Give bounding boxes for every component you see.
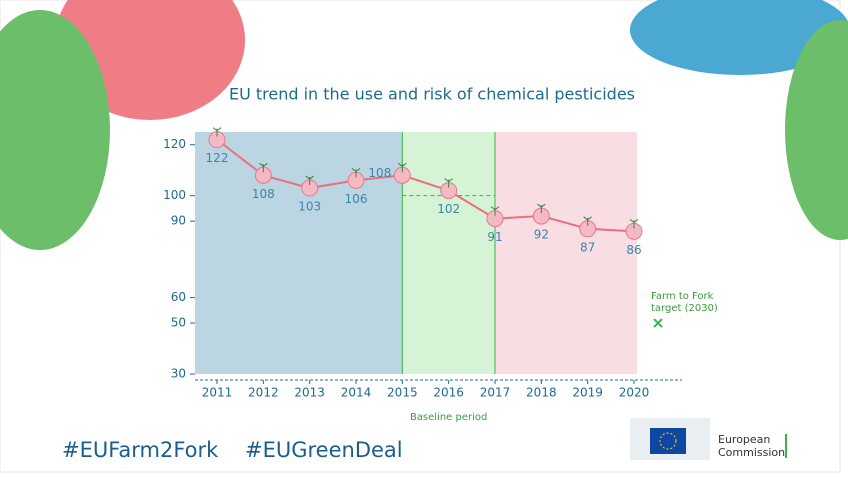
y-tick-label: 30 [171, 367, 186, 381]
sprout [537, 203, 546, 214]
y-tick-label: 90 [171, 214, 186, 228]
y-tick-label: 60 [171, 290, 186, 304]
x-tick-label: 2018 [526, 386, 557, 400]
x-tick-label: 2017 [480, 386, 511, 400]
hashtag: #EUFarm2Fork [62, 438, 219, 462]
sprout [629, 218, 639, 229]
sprout [583, 216, 592, 226]
eu-flag [650, 428, 686, 454]
y-tick-label: 120 [163, 137, 186, 151]
y-tick-label: 50 [171, 316, 186, 330]
x-tick-label: 2013 [294, 386, 325, 400]
period-after [495, 132, 637, 374]
period-before [195, 132, 403, 374]
value-label: 87 [580, 240, 595, 254]
x-tick-label: 2020 [619, 386, 650, 400]
sprout [212, 127, 222, 137]
leaf [0, 10, 110, 250]
x-tick-label: 2012 [248, 386, 279, 400]
sprout [398, 162, 407, 173]
x-tick-label: 2015 [387, 386, 418, 400]
target-label: Farm to Fork target (2030) [651, 291, 718, 314]
leaf [785, 20, 848, 240]
leaf [630, 0, 848, 75]
value-label: 122 [206, 151, 229, 165]
value-label: 92 [534, 228, 549, 242]
value-label: 108 [252, 187, 275, 201]
baseline-label: Baseline period [410, 412, 487, 423]
x-tick-label: 2014 [341, 386, 372, 400]
x-tick-label: 2019 [572, 386, 603, 400]
baseline-period [402, 132, 495, 374]
y-tick-label: 100 [163, 188, 186, 202]
x-tick-label: 2011 [202, 386, 233, 400]
x-tick-label: 2016 [433, 386, 464, 400]
sprout [259, 162, 268, 173]
value-label: 86 [626, 243, 641, 257]
trend-line [216, 138, 635, 233]
sprout [305, 175, 314, 186]
value-label: 103 [298, 200, 321, 214]
chart-title: EU trend in the use and risk of chemical… [229, 85, 635, 104]
sprout [490, 206, 500, 216]
hashtag: #EUGreenDeal [245, 438, 403, 462]
logo-text: European Commission [718, 433, 786, 459]
eu-stars [659, 432, 677, 450]
value-label: 102 [437, 202, 460, 216]
value-label: 91 [487, 230, 502, 244]
sprout [444, 178, 453, 188]
sprout [351, 168, 361, 178]
value-label: 108 [368, 166, 391, 180]
target-marker [653, 318, 663, 328]
value-label: 106 [345, 192, 368, 206]
